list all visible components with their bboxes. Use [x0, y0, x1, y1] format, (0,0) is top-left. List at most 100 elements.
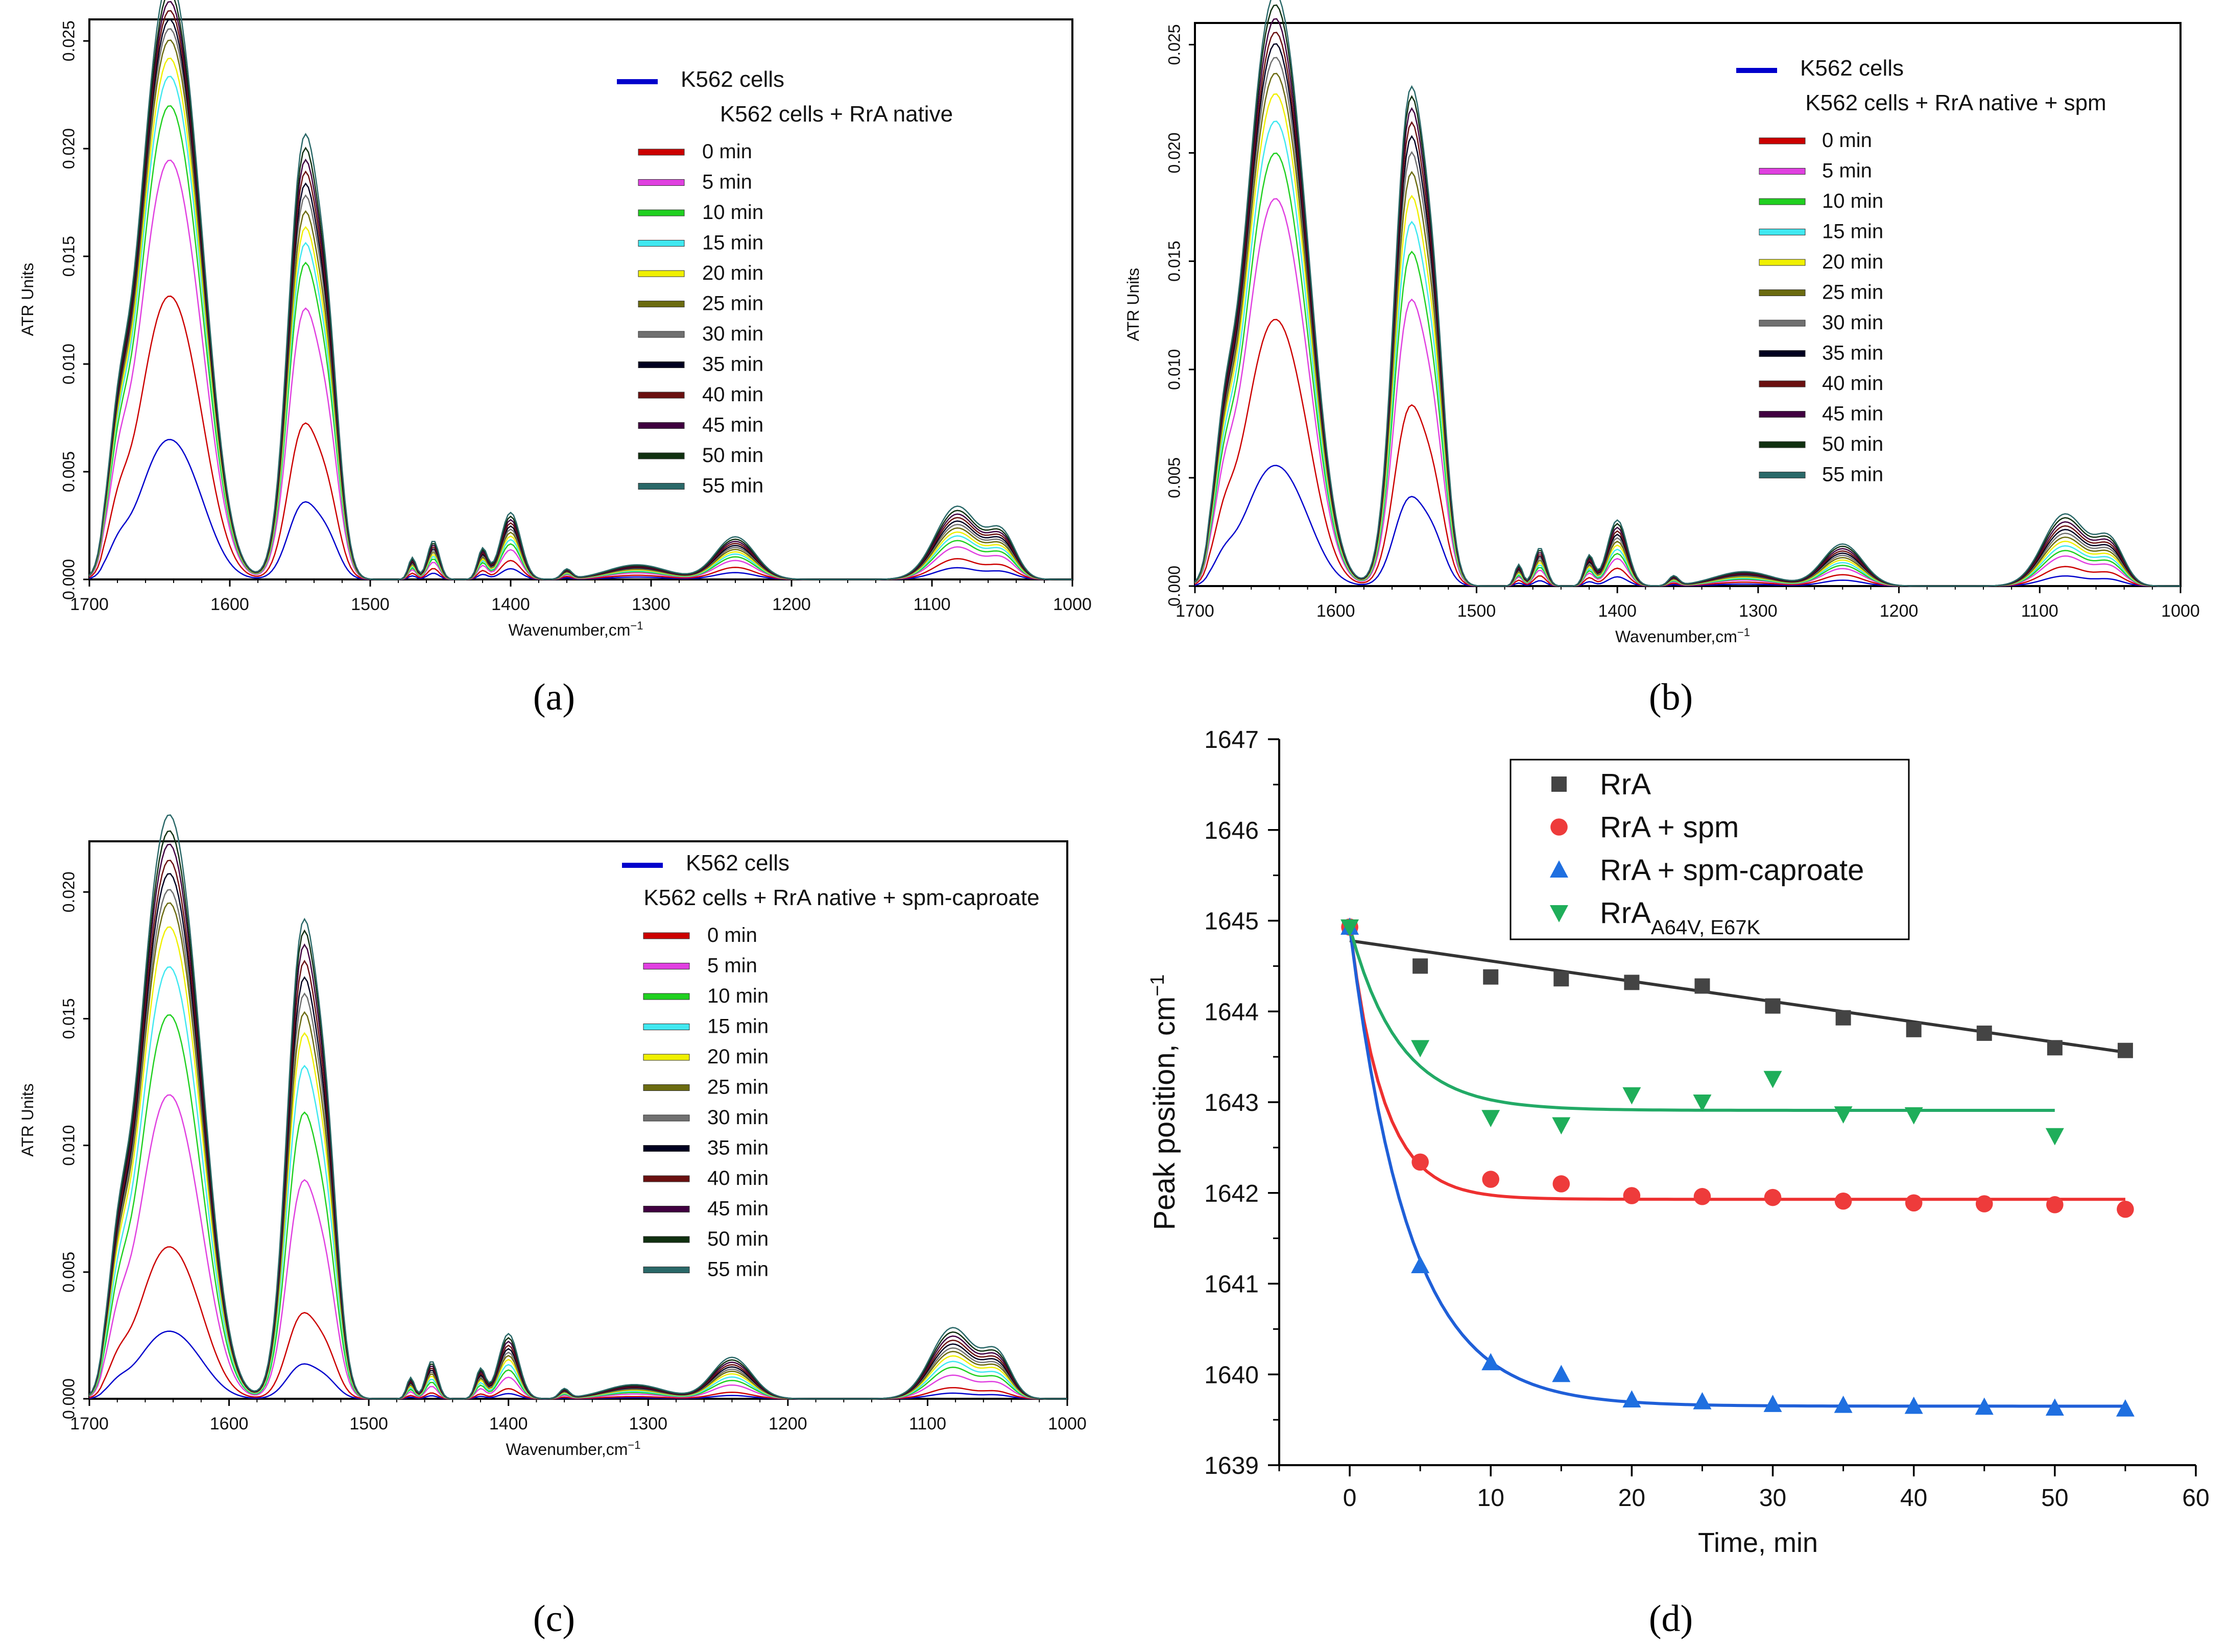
legend-item-label: RrA [1600, 768, 1651, 801]
legend-swatch [638, 209, 685, 216]
y-tick-label: 0.005 [1165, 457, 1183, 498]
spectrum-line [89, 966, 1067, 1400]
y-tick-label: 0.020 [59, 128, 78, 169]
data-point [1411, 1153, 1429, 1171]
y-axis-title: ATR Units [1124, 268, 1142, 341]
legend-item-label: 50 min [707, 1228, 769, 1250]
legend-item-label: 15 min [702, 232, 763, 254]
data-point [1340, 919, 1359, 937]
legend-item-label: 10 min [702, 201, 763, 224]
spectrum-line [89, 1, 1072, 580]
legend-header-treatment: K562 cells + RrA native [720, 102, 953, 127]
data-point [1553, 971, 1569, 987]
y-tick-label: 0.005 [59, 1252, 78, 1293]
x-tick-label: 1200 [769, 1414, 807, 1434]
legend-header-cells: K562 cells [1800, 56, 1904, 81]
spectrum-line [89, 889, 1067, 1400]
legend-swatch [1759, 168, 1806, 175]
x-tick-label: 10 [1477, 1485, 1504, 1512]
legend-swatch [638, 422, 685, 429]
legend-item-label: 30 min [702, 323, 763, 345]
legend-swatch [1759, 411, 1806, 418]
legend-item-label: 30 min [1822, 311, 1883, 334]
legend-item-label: 15 min [707, 1015, 769, 1038]
data-point [1834, 1106, 1853, 1124]
legend-item-label: RrA + spm [1600, 811, 1739, 844]
legend-item-label: 5 min [707, 955, 757, 977]
y-tick-label: 0.005 [59, 451, 78, 492]
legend-swatch [1759, 320, 1806, 327]
data-point [1550, 818, 1568, 836]
data-point [1976, 1025, 1992, 1041]
x-tick-label: 1600 [210, 1414, 249, 1434]
legend-item-label: RrA + spm-caproate [1600, 854, 1864, 887]
legend-swatch [1759, 441, 1806, 448]
data-point [1552, 1117, 1571, 1135]
panel-label-d: (d) [1649, 1598, 1693, 1640]
legend-box [1510, 759, 1910, 940]
legend-swatch [638, 361, 685, 368]
x-axis-title: Wavenumber,cm−1 [509, 619, 643, 640]
legend-swatch [638, 483, 685, 490]
legend-swatch [643, 1206, 690, 1212]
x-tick-label: 1300 [1739, 601, 1778, 621]
legend-swatch [643, 1175, 690, 1182]
data-point [1693, 1392, 1712, 1410]
spectrum-line [89, 843, 1067, 1400]
legend-item-label: 10 min [1822, 190, 1883, 212]
data-point [1624, 975, 1640, 990]
data-point [1835, 1010, 1851, 1026]
x-tick-label: 60 [2182, 1485, 2209, 1512]
x-tick-label: 1400 [489, 1414, 528, 1434]
data-point [1483, 969, 1499, 985]
y-tick-label: 0.015 [1165, 241, 1183, 282]
y-tick-label: 0.000 [1165, 566, 1183, 606]
spectrum-line [1194, 198, 2181, 587]
data-point [1763, 1395, 1782, 1412]
data-point [1765, 998, 1781, 1014]
data-point [2117, 1042, 2133, 1058]
legend-item-label: 20 min [1822, 251, 1883, 273]
legend-item-label: 15 min [1822, 221, 1883, 243]
spectrum-line [89, 1014, 1067, 1400]
data-point [1834, 1395, 1853, 1413]
legend-item-label: 0 min [707, 924, 757, 946]
legend-item-label: 25 min [1822, 281, 1883, 304]
data-point [1834, 1192, 1852, 1210]
legend-item-label: 50 min [1822, 433, 1883, 455]
spectrum-line [89, 105, 1072, 580]
legend-swatch [638, 392, 685, 399]
legend-item-label: 50 min [702, 444, 763, 467]
y-tick-label: 1645 [1204, 908, 1259, 935]
legend-item-label: 40 min [707, 1167, 769, 1189]
panel-b-spectrum-chart: 1700 1600 1500 1400 1300 1200 1100 1000 0.000 0.0… [1124, 0, 2200, 646]
y-tick-label: 0.010 [59, 344, 78, 384]
spectrum-line [89, 873, 1067, 1400]
legend-item-label: 55 min [702, 475, 763, 497]
legend-swatch [643, 1054, 690, 1061]
legend-swatch [643, 1024, 690, 1030]
spectrum-line [89, 10, 1072, 580]
data-point [1482, 1171, 1500, 1188]
legend-item-label: 25 min [707, 1076, 769, 1099]
x-tick-label: 1700 [70, 595, 109, 614]
spectrum-line [88, 814, 1067, 1400]
legend-swatch [1759, 472, 1806, 478]
x-tick-label: 1700 [1176, 601, 1214, 621]
data-point [1552, 1365, 1571, 1382]
x-tick-label: 1100 [909, 1414, 946, 1434]
data-point [1975, 1195, 1993, 1212]
legend-swatch [638, 331, 685, 338]
legend-swatch [638, 149, 685, 156]
data-point [1906, 1022, 1922, 1037]
legend-item-label: 5 min [702, 171, 752, 193]
legend-swatch [638, 452, 685, 459]
spectrum-line [1194, 72, 2181, 587]
legend-swatch [1759, 259, 1806, 266]
data-point [1623, 1187, 1641, 1204]
spectrum-line [1194, 152, 2181, 587]
legend-item-label: 20 min [702, 262, 763, 284]
y-axis-title: ATR Units [18, 263, 37, 336]
x-tick-label: 1400 [491, 595, 530, 614]
